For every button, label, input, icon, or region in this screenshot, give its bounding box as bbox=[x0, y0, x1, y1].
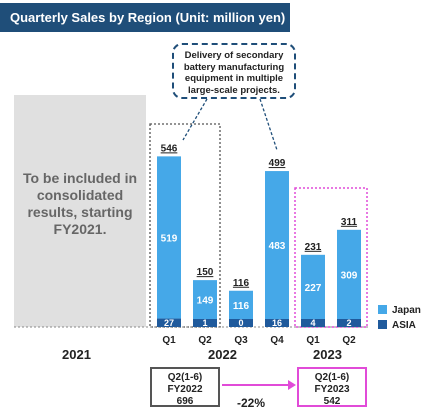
label-total-4: 231 bbox=[305, 242, 322, 253]
summary-period-fy2022: Q2(1-6) bbox=[167, 372, 203, 383]
tick-label-4: Q1 bbox=[306, 335, 320, 346]
legend-swatch-asia bbox=[378, 320, 387, 329]
label-japan-4: 227 bbox=[305, 283, 322, 294]
label-japan-1: 149 bbox=[197, 296, 214, 307]
summary-value-fy2023: 542 bbox=[323, 396, 341, 407]
legend-japan: Japan bbox=[378, 305, 421, 316]
label-asia-3: 16 bbox=[272, 318, 282, 328]
bar-japan-3 bbox=[265, 171, 289, 319]
label-asia-2: 0 bbox=[238, 318, 243, 328]
annotation-callout: Delivery of secondary battery manufactur… bbox=[172, 43, 296, 99]
bar-japan-2 bbox=[229, 290, 253, 319]
tick-label-5: Q2 bbox=[342, 335, 356, 346]
group-outline-2022 bbox=[149, 123, 221, 328]
summary-label-fy2023: FY2023 bbox=[314, 384, 350, 395]
bar-japan-4 bbox=[301, 254, 325, 319]
chart-title: Quarterly Sales by Region (Unit: million… bbox=[0, 3, 290, 32]
label-asia-1: 1 bbox=[202, 318, 207, 328]
summary-box-fy2022: Q2(1-6) FY2022 696 bbox=[150, 367, 220, 407]
callout-line-q1 bbox=[182, 98, 208, 141]
label-asia-4: 4 bbox=[310, 318, 315, 328]
label-japan-0: 519 bbox=[161, 233, 178, 244]
tick-label-3: Q4 bbox=[270, 335, 284, 346]
label-asia-5: 2 bbox=[346, 318, 351, 328]
fy2021-placeholder-text: To be included in consolidated results, … bbox=[22, 170, 138, 237]
label-asia-0: 27 bbox=[164, 318, 174, 328]
change-percentage: -22% bbox=[237, 396, 266, 410]
label-japan-5: 309 bbox=[341, 270, 358, 281]
label-total-1: 150 bbox=[197, 267, 214, 278]
bar-asia-2 bbox=[229, 319, 253, 327]
label-total-3: 499 bbox=[269, 158, 286, 169]
bar-asia-4 bbox=[301, 319, 325, 327]
group-outline-2023 bbox=[294, 187, 368, 328]
bar-japan-0 bbox=[157, 156, 181, 319]
bar-asia-5 bbox=[337, 319, 361, 327]
comparison-arrow-head bbox=[288, 380, 296, 390]
year-label-2022: 2022 bbox=[208, 347, 237, 362]
fy2021-placeholder-area bbox=[14, 95, 146, 327]
bar-asia-0 bbox=[157, 318, 181, 327]
legend-label-asia: ASIA bbox=[392, 320, 416, 331]
bar-asia-3 bbox=[265, 319, 289, 327]
year-label-2021: 2021 bbox=[62, 347, 91, 362]
tick-label-1: Q2 bbox=[198, 335, 212, 346]
bar-asia-1 bbox=[193, 319, 217, 327]
label-japan-3: 483 bbox=[269, 241, 286, 252]
summary-period-fy2023: Q2(1-6) bbox=[314, 372, 350, 383]
label-total-5: 311 bbox=[341, 217, 358, 228]
summary-value-fy2022: 696 bbox=[176, 396, 194, 407]
legend-label-japan: Japan bbox=[392, 305, 421, 316]
legend-asia: ASIA bbox=[378, 320, 416, 331]
bar-japan-1 bbox=[193, 280, 217, 319]
label-japan-2: 116 bbox=[233, 301, 250, 312]
tick-label-2: Q3 bbox=[234, 335, 248, 346]
label-total-0: 546 bbox=[161, 143, 178, 154]
tick-label-0: Q1 bbox=[162, 335, 176, 346]
year-label-2023: 2023 bbox=[313, 347, 342, 362]
summary-box-fy2023: Q2(1-6) FY2023 542 bbox=[297, 367, 367, 407]
bar-japan-5 bbox=[337, 229, 361, 319]
summary-label-fy2022: FY2022 bbox=[167, 384, 203, 395]
legend-swatch-japan bbox=[378, 305, 387, 314]
label-total-2: 116 bbox=[233, 278, 250, 289]
callout-line-q4 bbox=[259, 98, 278, 151]
